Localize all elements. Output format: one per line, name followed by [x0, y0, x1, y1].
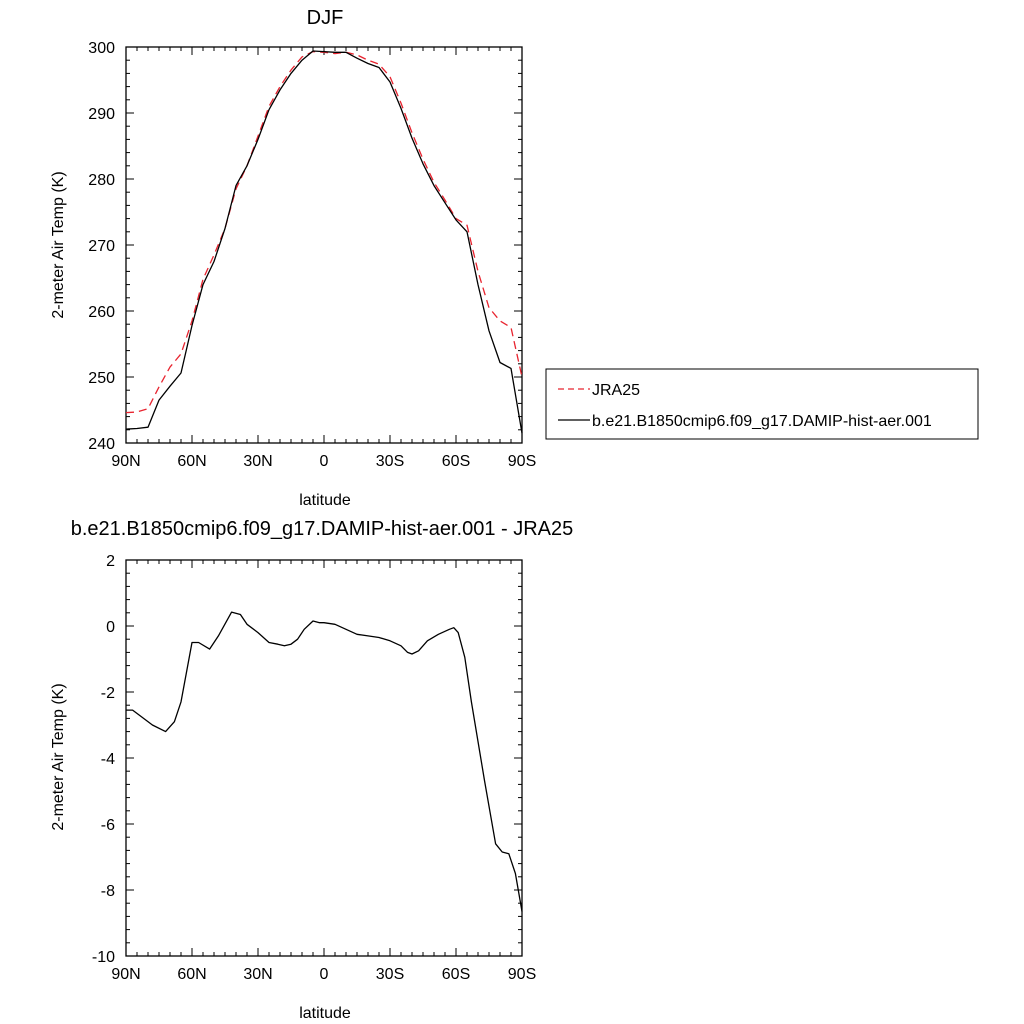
x-tick-label: 90N — [111, 966, 140, 983]
top-panel-xlabel: latitude — [299, 492, 351, 509]
x-tick-label: 0 — [320, 966, 329, 983]
bottom-panel-xlabel: latitude — [299, 1005, 351, 1022]
x-tick-label: 90S — [508, 453, 536, 470]
x-tick-label: 30N — [243, 453, 272, 470]
bottom-panel-plot-area: 90N 60N 30N 0 30S 60S 90S -10 -8 -6 -4 -2 0 2 — [92, 553, 536, 983]
top-panel: DJF 2-meter Air Temp (K) latitude 90N 60N… — [50, 7, 536, 509]
y-tick-label: 290 — [88, 106, 115, 123]
bottom-panel: b.e21.B1850cmip6.f09_g17.DAMIP-hist-aer.… — [50, 518, 573, 1022]
x-tick-label: 30S — [376, 453, 404, 470]
top-panel-ylabel: 2-meter Air Temp (K) — [50, 171, 67, 318]
x-tick-label: 30N — [243, 966, 272, 983]
series-line-0 — [126, 611, 523, 912]
x-tick-label: 60N — [177, 453, 206, 470]
y-tick-label: -4 — [101, 751, 115, 768]
legend-label-jra25: JRA25 — [592, 382, 640, 399]
y-tick-label: 240 — [88, 436, 115, 453]
legend-box — [545, 368, 979, 440]
plot-frame — [125, 559, 523, 957]
y-tick-label: 280 — [88, 172, 115, 189]
top-panel-plot-area: 90N 60N 30N 0 30S 60S 90S 240 250 260 270 280 290 300 — [88, 40, 536, 470]
y-tick-label: -8 — [101, 883, 115, 900]
y-tick-label: 2 — [106, 553, 115, 570]
legend-label-model: b.e21.B1850cmip6.f09_g17.DAMIP-hist-aer.… — [592, 413, 932, 430]
x-tick-label: 0 — [320, 453, 329, 470]
y-tick-label: -6 — [101, 817, 115, 834]
series-line-1 — [125, 50, 523, 434]
y-tick-label: -2 — [101, 685, 115, 702]
bottom-panel-ylabel: 2-meter Air Temp (K) — [50, 683, 67, 830]
plot-frame — [125, 46, 523, 444]
y-tick-label: 300 — [88, 40, 115, 57]
y-tick-label: 260 — [88, 304, 115, 321]
y-tick-label: 250 — [88, 370, 115, 387]
series-line-0 — [125, 50, 523, 414]
y-tick-label: -10 — [92, 949, 115, 966]
top-panel-title: DJF — [307, 7, 344, 29]
x-tick-label: 60S — [442, 453, 470, 470]
y-tick-label: 270 — [88, 238, 115, 255]
x-tick-label: 30S — [376, 966, 404, 983]
x-tick-label: 90S — [508, 966, 536, 983]
legend: JRA25 b.e21.B1850cmip6.f09_g17.DAMIP-his… — [545, 368, 979, 440]
x-tick-label: 60S — [442, 966, 470, 983]
x-tick-label: 90N — [111, 453, 140, 470]
x-tick-label: 60N — [177, 966, 206, 983]
y-tick-label: 0 — [106, 619, 115, 636]
bottom-panel-title: b.e21.B1850cmip6.f09_g17.DAMIP-hist-aer.… — [71, 518, 574, 540]
